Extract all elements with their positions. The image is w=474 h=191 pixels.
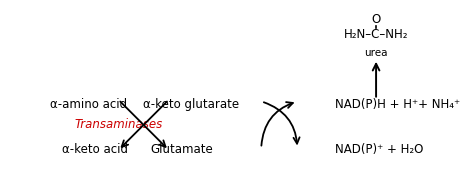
- Text: Transaminases: Transaminases: [74, 118, 163, 131]
- Text: urea: urea: [365, 48, 388, 57]
- Text: Glutamate: Glutamate: [150, 143, 213, 156]
- Text: α-keto acid: α-keto acid: [62, 143, 128, 156]
- Text: α-amino acid: α-amino acid: [50, 98, 128, 111]
- Text: α-keto glutarate: α-keto glutarate: [143, 98, 239, 111]
- Text: O: O: [372, 14, 381, 27]
- Text: NAD(P)H + H⁺+ NH₄⁺: NAD(P)H + H⁺+ NH₄⁺: [336, 98, 461, 111]
- Text: H₂N–C–NH₂: H₂N–C–NH₂: [344, 28, 408, 41]
- Text: NAD(P)⁺ + H₂O: NAD(P)⁺ + H₂O: [336, 143, 424, 156]
